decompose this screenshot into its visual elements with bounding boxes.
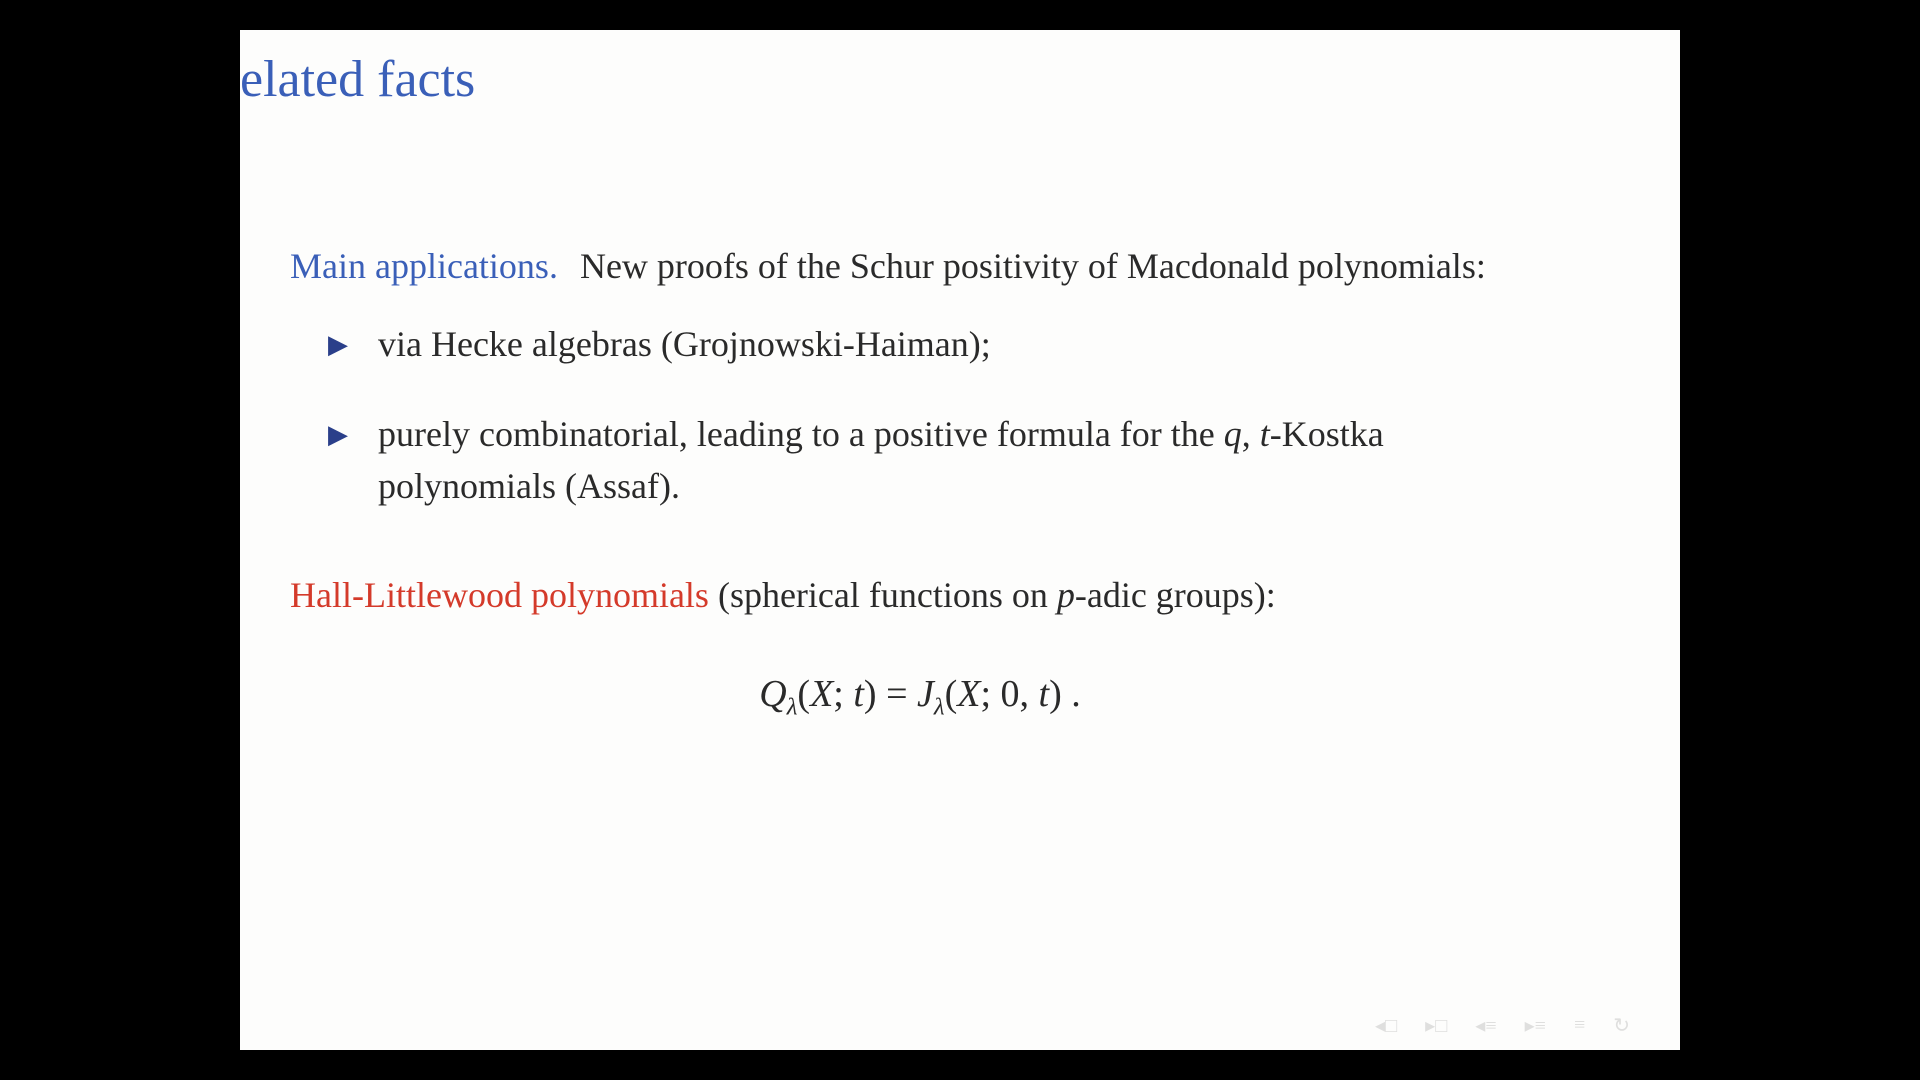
bullet-text-1: via Hecke algebras (Grojnowski-Haiman); [378, 324, 991, 364]
hall-text-p: p [1057, 575, 1075, 615]
beamer-nav-bar: ◂□ ▸□ ◂≡ ▸≡ ≡ ↻ [1375, 1013, 1630, 1038]
bullet-text-2-q: q [1224, 414, 1242, 454]
formula-Q: Q [759, 673, 786, 715]
list-item: ▶ via Hecke algebras (Grojnowski-Haiman)… [328, 318, 1550, 370]
bullet-text-2-t: t [1260, 414, 1270, 454]
formula-close-1: ) [864, 673, 877, 715]
main-applications-label: Main applications. [290, 246, 558, 286]
formula-lambda-1: λ [787, 693, 798, 720]
slide: elated facts Main applications. New proo… [240, 30, 1680, 1050]
nav-menu-icon[interactable]: ≡ [1574, 1014, 1585, 1037]
formula-t-2: t [1039, 673, 1050, 715]
formula-X-2: X [957, 673, 980, 715]
slide-content: Main applications. New proofs of the Sch… [240, 239, 1630, 721]
nav-section-forward-icon[interactable]: ▸≡ [1525, 1013, 1546, 1038]
slide-title: elated facts [240, 50, 1630, 109]
hall-littlewood-label: Hall-Littlewood polynomials [290, 575, 709, 615]
nav-forward-icon[interactable]: ▸□ [1425, 1013, 1447, 1038]
formula-close-2: ) . [1049, 673, 1081, 715]
hall-text-prefix: (spherical functions on [709, 575, 1057, 615]
nav-back-icon[interactable]: ◂□ [1375, 1013, 1397, 1038]
main-applications-text [562, 246, 580, 286]
formula-semi-1: ; [833, 673, 853, 715]
bullet-list: ▶ via Hecke algebras (Grojnowski-Haiman)… [328, 318, 1550, 513]
main-applications-text-content: New proofs of the Schur positivity of Ma… [580, 246, 1486, 286]
formula-J: J [917, 673, 934, 715]
bullet-text-2-comma: , [1242, 414, 1260, 454]
formula-X-1: X [810, 673, 833, 715]
nav-refresh-icon[interactable]: ↻ [1613, 1013, 1630, 1038]
hall-text-suffix: -adic groups): [1075, 575, 1276, 615]
nav-section-back-icon[interactable]: ◂≡ [1475, 1013, 1496, 1038]
formula-open-1: ( [797, 673, 810, 715]
hall-littlewood-block: Hall-Littlewood polynomials (spherical f… [290, 568, 1550, 622]
formula-open-2: ( [945, 673, 958, 715]
list-item: ▶ purely combinatorial, leading to a pos… [328, 408, 1550, 512]
bullet-text-2-prefix: purely combinatorial, leading to a posit… [378, 414, 1224, 454]
main-applications-block: Main applications. New proofs of the Sch… [290, 239, 1550, 293]
formula: Qλ(X; t) = Jλ(X; 0, t) . [290, 672, 1550, 722]
formula-semi-2: ; 0, [980, 673, 1038, 715]
triangle-bullet-icon: ▶ [328, 416, 348, 454]
formula-t-1: t [853, 673, 864, 715]
formula-lambda-2: λ [934, 693, 945, 720]
formula-eq: = [877, 673, 917, 715]
triangle-bullet-icon: ▶ [328, 326, 348, 364]
